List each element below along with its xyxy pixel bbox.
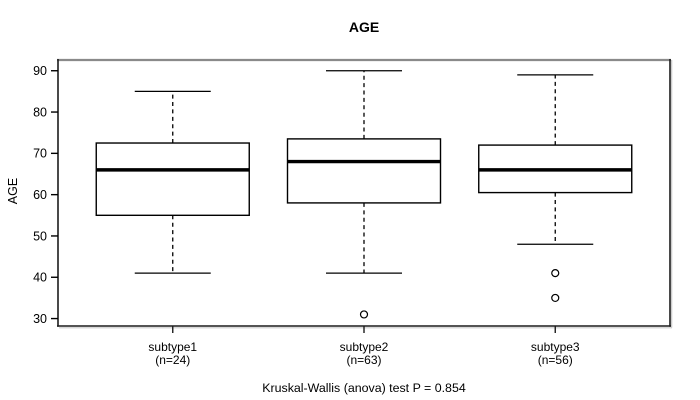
- group-sublabel: (n=63): [346, 353, 381, 367]
- y-tick-label: 30: [33, 312, 47, 326]
- outlier-point: [551, 293, 560, 303]
- stat-test-annotation: Kruskal-Wallis (anova) test P = 0.854: [262, 381, 466, 395]
- group-sublabel: (n=56): [538, 353, 573, 367]
- chart-title: AGE: [348, 19, 380, 35]
- outlier-point: [359, 310, 369, 319]
- y-tick-label: 70: [33, 147, 47, 161]
- iqr-box: [95, 142, 250, 217]
- y-tick-label: 40: [33, 271, 47, 285]
- group-label: subtype1: [148, 340, 197, 354]
- y-tick-label: 60: [33, 188, 47, 202]
- group-label: subtype2: [340, 340, 389, 354]
- y-tick-label: 90: [33, 64, 47, 78]
- y-tick-label: 80: [33, 105, 47, 119]
- y-tick-label: 50: [33, 229, 47, 243]
- iqr-box: [286, 138, 442, 204]
- outlier-point: [551, 269, 560, 278]
- group-sublabel: (n=24): [155, 353, 190, 367]
- group-label: subtype3: [531, 340, 580, 354]
